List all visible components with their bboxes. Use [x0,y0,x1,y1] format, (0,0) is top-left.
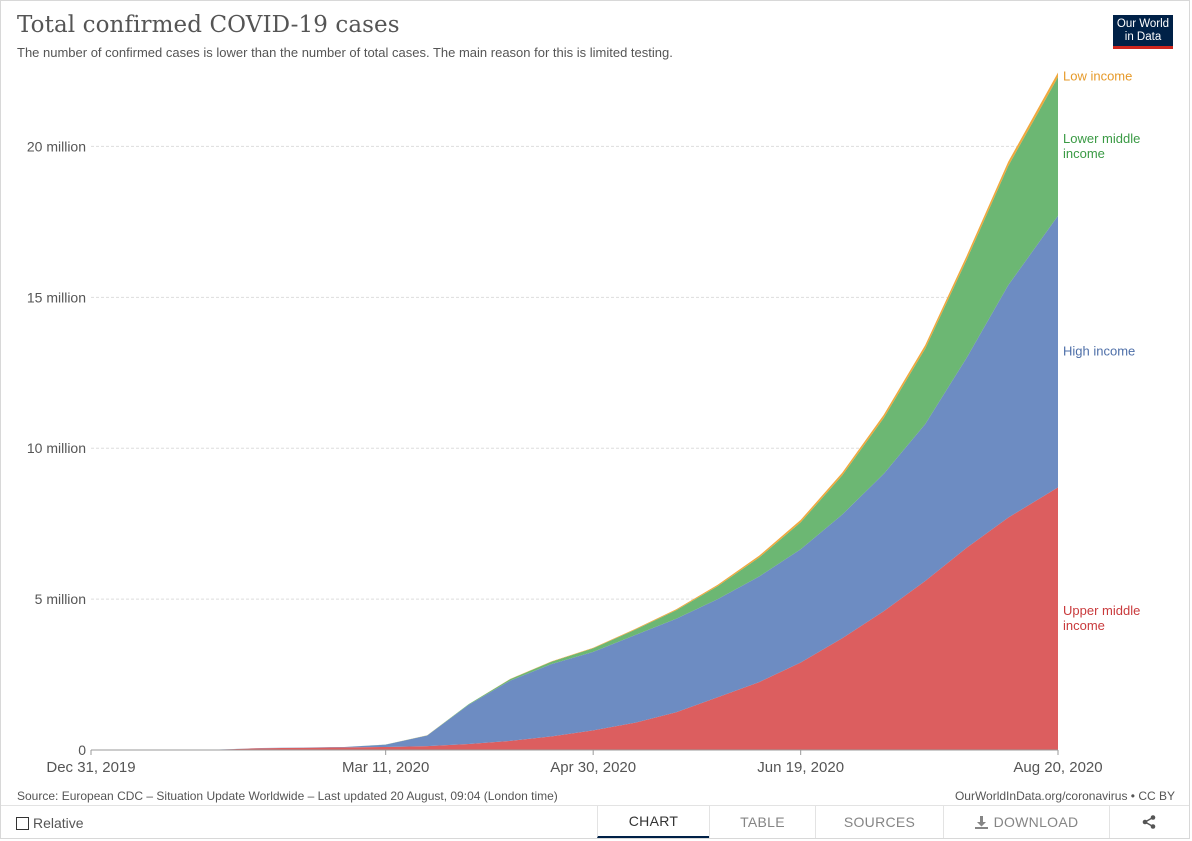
y-tick-label: 15 million [27,289,86,305]
x-tick-label: Aug 20, 2020 [1013,759,1102,776]
relative-label: Relative [33,815,84,831]
tab-sources-label: SOURCES [843,814,916,830]
tab-download-label: DOWNLOAD [993,814,1079,830]
source-note[interactable]: Source: European CDC – Situation Update … [17,789,558,803]
series-area-high-income [91,215,1058,751]
y-tick-label: 20 million [27,138,86,154]
series-label: Low income [1063,68,1132,83]
tab-table-label: TABLE [740,814,785,830]
series-label: Upper middle [1063,603,1140,618]
credit-link[interactable]: OurWorldInData.org/coronavirus • CC BY [954,789,1175,803]
relative-toggle[interactable]: Relative [16,815,84,831]
tab-table[interactable]: TABLE [709,805,815,838]
tab-download[interactable]: DOWNLOAD [943,805,1109,838]
series-label: income [1063,618,1105,633]
y-tick-label: 5 million [35,591,86,607]
tab-sources[interactable]: SOURCES [815,805,943,838]
x-tick-label: Mar 11, 2020 [342,759,429,776]
controls-footer: Relative CHART TABLE SOURCES DOWNLOAD [1,805,1189,839]
series-label: Lower middle [1063,131,1140,146]
logo-line-2: in Data [1124,31,1162,43]
x-tick-label: Dec 31, 2019 [46,759,135,776]
tab-chart-label: CHART [628,813,679,829]
tab-bar: CHART TABLE SOURCES DOWNLOAD [597,805,1187,839]
logo-line-1: Our World [1116,18,1170,30]
x-tick-label: Apr 30, 2020 [550,759,636,776]
x-tick-label: Jun 19, 2020 [757,759,844,776]
chart-subtitle: The number of confirmed cases is lower t… [17,45,673,60]
stacked-area-chart[interactable]: 0 5 million 10 million 15 million 20 million… [0,0,1192,800]
series-label: income [1063,146,1105,161]
share-button[interactable] [1109,805,1187,838]
series-area-upper-middle-income [91,487,1058,750]
chart-title: Total confirmed COVID-19 cases [17,12,400,38]
y-tick-label: 0 [78,742,86,758]
share-icon [1142,815,1155,829]
download-icon [974,815,988,829]
owid-logo[interactable]: Our World in Data [1113,15,1173,49]
tab-chart[interactable]: CHART [597,805,709,838]
relative-checkbox[interactable] [16,816,29,830]
series-label: High income [1063,344,1135,359]
y-tick-label: 10 million [27,440,86,456]
